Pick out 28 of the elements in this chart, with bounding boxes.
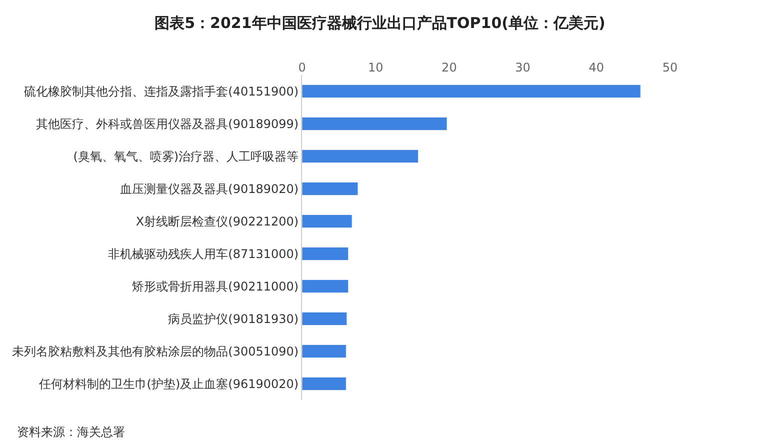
- y-tick-label: 未列名胶粘敷料及其他有胶粘涂层的物品(30051090): [12, 344, 299, 358]
- bar: [302, 84, 641, 98]
- x-tick-label: 40: [588, 60, 604, 75]
- y-tick-label: 病员监护仪(90181930): [168, 312, 299, 326]
- x-tick-label: 50: [662, 60, 678, 75]
- chart-title: 图表5：2021年中国医疗器械行业出口产品TOP10(单位：亿美元): [154, 14, 606, 32]
- y-tick-label: 任何材料制的卫生巾(护垫)及止血塞(96190020): [38, 376, 299, 391]
- x-tick-label: 30: [515, 60, 530, 75]
- bar: [302, 280, 349, 293]
- y-tick-label: 血压测量仪器及器具(90189020): [120, 182, 299, 196]
- x-tick-label: 20: [442, 60, 457, 75]
- y-tick-label: 矫形或骨折用器具(90211000): [132, 279, 299, 294]
- bar: [302, 150, 419, 163]
- bar: [302, 117, 448, 130]
- y-tick-label: 其他医疗、外科或兽医用仪器及器具(90189099): [36, 116, 299, 131]
- y-tick-label: X射线断层检查仪(90221200): [136, 214, 299, 228]
- y-tick-label: (臭氧、氧气、喷雾)治疗器、人工呼吸器等: [73, 149, 299, 164]
- bar: [302, 377, 346, 390]
- y-tick-label: 非机械驱动残疾人用车(87131000): [108, 246, 299, 261]
- x-tick-label: 0: [298, 60, 306, 75]
- bar: [302, 182, 358, 196]
- y-tick-label: 硫化橡胶制其他分指、连指及露指手套(40151900): [24, 84, 299, 98]
- text: 资料来源：海关总署: [17, 425, 125, 439]
- x-tick-label: 10: [368, 60, 384, 75]
- bar: [302, 214, 352, 228]
- bar: [302, 344, 346, 358]
- bar: [302, 247, 349, 260]
- bar: [302, 312, 348, 326]
